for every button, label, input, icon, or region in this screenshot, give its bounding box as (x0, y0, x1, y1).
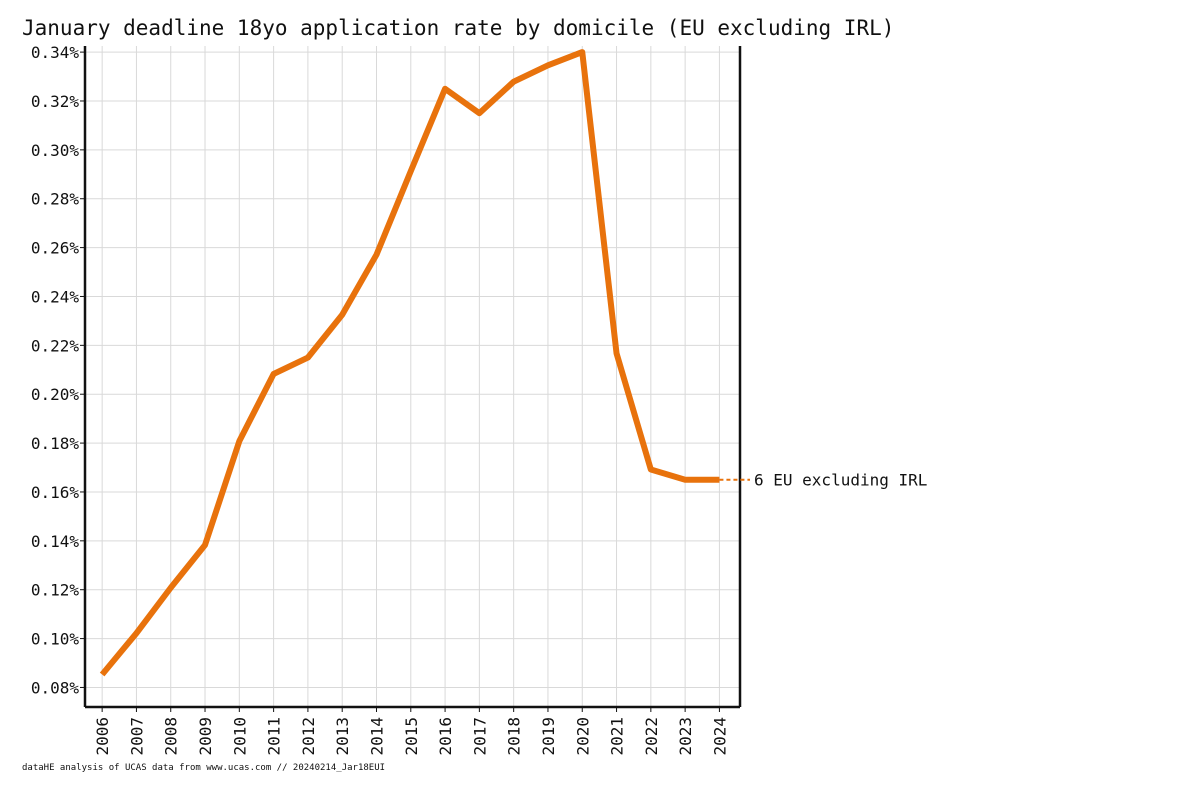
y-tick-label: 0.14% (31, 532, 80, 551)
x-tick-label: 2006 (93, 717, 112, 756)
x-tick-label: 2020 (573, 717, 592, 756)
y-tick-label: 0.20% (31, 385, 80, 404)
series-layer: 6 EU excluding IRL (99, 49, 927, 677)
y-tick-label: 0.08% (31, 678, 80, 697)
x-tick-label: 2019 (539, 717, 558, 756)
x-tick-label: 2009 (196, 717, 215, 756)
y-tick-label: 0.34% (31, 43, 80, 62)
series-line (99, 49, 720, 677)
chart-title: January deadline 18yo application rate b… (22, 16, 895, 40)
series-end-label: 6 EU excluding IRL (754, 471, 927, 490)
x-tick-label: 2016 (436, 717, 455, 756)
y-tick-label: 0.26% (31, 239, 80, 258)
x-axis-ticks: 2006 2007 2008 2009 2010 2011 2012 2013 2014 2015… (93, 707, 729, 756)
x-tick-label: 2014 (367, 717, 386, 756)
x-tick-label: 2011 (265, 717, 284, 756)
x-tick-label: 2023 (676, 717, 695, 756)
y-axis-ticks: 0.08% 0.10% 0.12% 0.14% 0.16% 0.18% 0.20% 0.22%… (31, 43, 85, 697)
source-footnote: dataHE analysis of UCAS data from www.uc… (22, 763, 386, 773)
y-tick-label: 0.16% (31, 483, 80, 502)
x-tick-label: 2022 (642, 717, 661, 756)
x-tick-label: 2013 (333, 717, 352, 756)
x-tick-label: 2021 (608, 717, 627, 756)
y-tick-label: 0.28% (31, 190, 80, 209)
plot-frame (83, 46, 742, 709)
x-tick-label: 2024 (710, 717, 729, 756)
x-tick-label: 2008 (162, 717, 181, 756)
x-tick-label: 2007 (127, 717, 146, 756)
y-tick-label: 0.30% (31, 141, 80, 160)
y-tick-label: 0.32% (31, 92, 80, 111)
y-tick-label: 0.12% (31, 581, 80, 600)
y-tick-label: 0.10% (31, 630, 80, 649)
grid-lines (85, 46, 740, 707)
x-tick-label: 2017 (470, 717, 489, 756)
y-tick-label: 0.18% (31, 434, 80, 453)
x-tick-label: 2015 (402, 717, 421, 756)
y-tick-label: 0.22% (31, 336, 80, 355)
x-tick-label: 2012 (299, 717, 318, 756)
x-tick-label: 2010 (230, 717, 249, 756)
x-tick-label: 2018 (505, 717, 524, 756)
y-tick-label: 0.24% (31, 287, 80, 306)
